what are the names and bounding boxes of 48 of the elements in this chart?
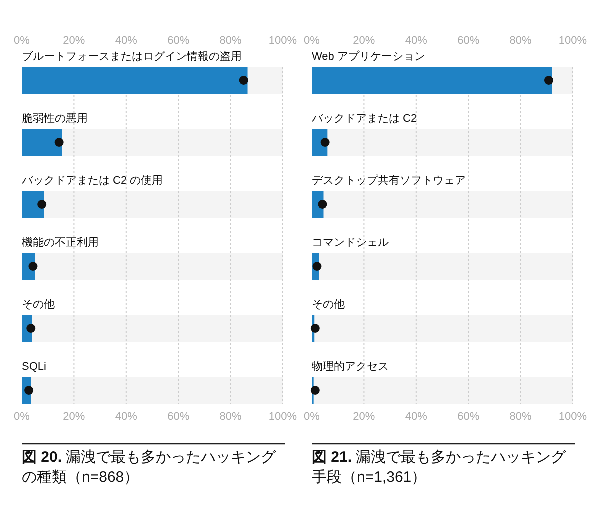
x-tick-label: 60% — [168, 35, 190, 47]
y-tick-label: バックドアまたは C2 の使用 — [21, 175, 164, 187]
x2-tick-label: 20% — [353, 411, 376, 423]
x-tick-label: 20% — [353, 35, 376, 47]
point — [310, 324, 320, 333]
point — [38, 200, 47, 209]
y-tick-label: その他 — [312, 299, 345, 311]
text: 図 20. 漏洩で最も多かったハッキングの種類（n=868） — [22, 449, 278, 486]
x-tick-label: 100% — [558, 35, 588, 47]
x-tick-label: 80% — [510, 35, 532, 47]
x-tick-label: 0% — [14, 35, 30, 47]
y-tick-label: SQLi — [22, 361, 46, 373]
x2-tick-label: 40% — [115, 411, 138, 423]
x2-tick-label: 0% — [304, 411, 320, 423]
point — [239, 76, 248, 85]
y-tick-label: コマンドシェル — [312, 237, 389, 249]
y-tick-label: 物理的アクセス — [312, 361, 389, 373]
point — [310, 386, 320, 395]
y-tick-label: 機能の不正利用 — [22, 236, 99, 249]
point — [24, 386, 34, 395]
x-tick-label: 100% — [268, 35, 298, 47]
point — [312, 262, 322, 271]
x2-tick-label: 100% — [268, 411, 298, 423]
x2-tick-label: 40% — [405, 411, 428, 423]
y-tick-label: バックドアまたは C2 — [311, 113, 418, 125]
x-tick-label: 20% — [63, 35, 86, 47]
y-tick-label: 脆弱性の悪用 — [22, 113, 88, 125]
x-tick-label: 80% — [220, 35, 242, 47]
x2-tick-label: 60% — [168, 411, 190, 423]
x2-tick-label: 80% — [220, 411, 242, 423]
text: 図 21. 漏洩で最も多かったハッキング手段（n=1,361） — [312, 449, 568, 486]
bar — [22, 191, 44, 218]
y-tick-label: ブルートフォースまたはログイン情報の盗用 — [22, 50, 242, 63]
bar — [22, 129, 62, 156]
x-tick-label: 60% — [458, 35, 480, 47]
y-tick-label: その他 — [22, 299, 55, 311]
x2-tick-label: 60% — [458, 411, 480, 423]
x2-tick-label: 20% — [63, 411, 86, 423]
x-tick-label: 0% — [304, 35, 320, 47]
x2-tick-label: 100% — [558, 411, 588, 423]
x-tick-label: 40% — [115, 35, 138, 47]
point — [54, 138, 64, 147]
point — [320, 138, 330, 147]
x2-tick-label: 0% — [14, 411, 30, 423]
x-tick-label: 40% — [405, 35, 428, 47]
point — [544, 76, 554, 85]
x2-tick-label: 80% — [510, 411, 532, 423]
y-tick-label: Web アプリケーション — [312, 50, 426, 63]
